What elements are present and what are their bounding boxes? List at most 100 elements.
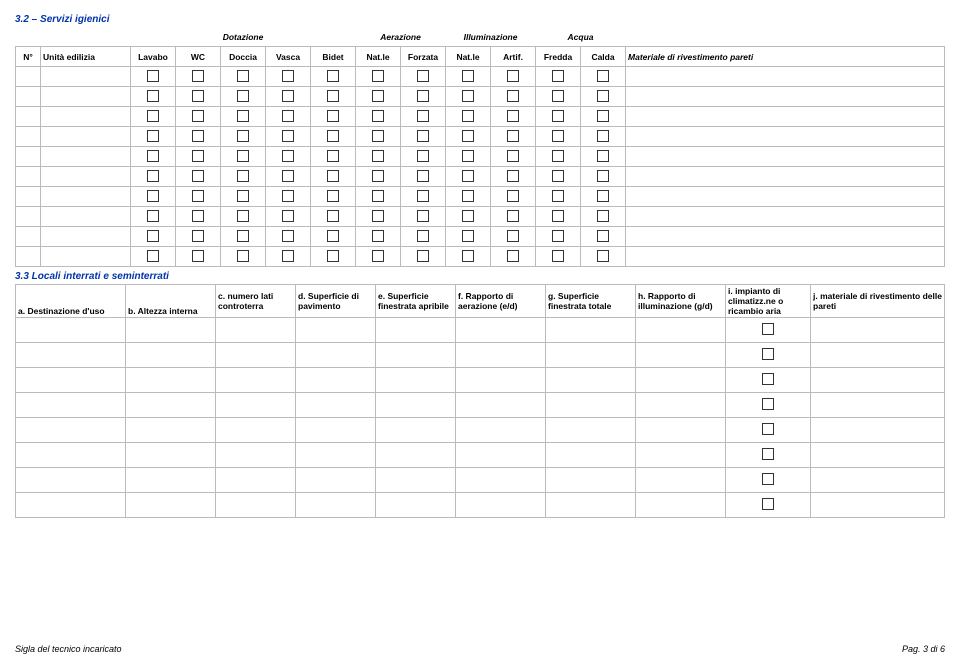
checkbox[interactable] <box>462 110 474 122</box>
checkbox[interactable] <box>327 130 339 142</box>
checkbox[interactable] <box>462 190 474 202</box>
checkbox[interactable] <box>372 190 384 202</box>
checkbox[interactable] <box>237 90 249 102</box>
checkbox[interactable] <box>507 230 519 242</box>
checkbox[interactable] <box>597 170 609 182</box>
checkbox[interactable] <box>507 130 519 142</box>
checkbox[interactable] <box>237 130 249 142</box>
checkbox[interactable] <box>507 90 519 102</box>
checkbox[interactable] <box>417 230 429 242</box>
checkbox[interactable] <box>597 190 609 202</box>
checkbox[interactable] <box>237 70 249 82</box>
checkbox[interactable] <box>597 230 609 242</box>
checkbox[interactable] <box>762 373 774 385</box>
checkbox[interactable] <box>762 423 774 435</box>
checkbox[interactable] <box>237 190 249 202</box>
checkbox[interactable] <box>147 210 159 222</box>
checkbox[interactable] <box>462 130 474 142</box>
checkbox[interactable] <box>192 130 204 142</box>
checkbox[interactable] <box>552 170 564 182</box>
checkbox[interactable] <box>762 348 774 360</box>
checkbox[interactable] <box>327 170 339 182</box>
checkbox[interactable] <box>282 130 294 142</box>
checkbox[interactable] <box>192 250 204 262</box>
checkbox[interactable] <box>762 473 774 485</box>
checkbox[interactable] <box>597 130 609 142</box>
checkbox[interactable] <box>372 70 384 82</box>
checkbox[interactable] <box>507 190 519 202</box>
checkbox[interactable] <box>372 150 384 162</box>
checkbox[interactable] <box>192 70 204 82</box>
checkbox[interactable] <box>372 130 384 142</box>
checkbox[interactable] <box>462 90 474 102</box>
checkbox[interactable] <box>762 498 774 510</box>
checkbox[interactable] <box>327 150 339 162</box>
checkbox[interactable] <box>507 250 519 262</box>
checkbox[interactable] <box>237 150 249 162</box>
checkbox[interactable] <box>192 170 204 182</box>
checkbox[interactable] <box>597 210 609 222</box>
checkbox[interactable] <box>282 70 294 82</box>
checkbox[interactable] <box>192 190 204 202</box>
checkbox[interactable] <box>762 398 774 410</box>
checkbox[interactable] <box>147 230 159 242</box>
checkbox[interactable] <box>552 90 564 102</box>
checkbox[interactable] <box>372 230 384 242</box>
checkbox[interactable] <box>507 170 519 182</box>
checkbox[interactable] <box>282 230 294 242</box>
checkbox[interactable] <box>327 250 339 262</box>
checkbox[interactable] <box>552 230 564 242</box>
checkbox[interactable] <box>552 250 564 262</box>
checkbox[interactable] <box>417 170 429 182</box>
checkbox[interactable] <box>552 190 564 202</box>
checkbox[interactable] <box>282 190 294 202</box>
checkbox[interactable] <box>507 110 519 122</box>
checkbox[interactable] <box>147 170 159 182</box>
checkbox[interactable] <box>417 70 429 82</box>
checkbox[interactable] <box>462 70 474 82</box>
checkbox[interactable] <box>192 150 204 162</box>
checkbox[interactable] <box>597 90 609 102</box>
checkbox[interactable] <box>507 70 519 82</box>
checkbox[interactable] <box>417 110 429 122</box>
checkbox[interactable] <box>327 230 339 242</box>
checkbox[interactable] <box>597 110 609 122</box>
checkbox[interactable] <box>147 130 159 142</box>
checkbox[interactable] <box>192 90 204 102</box>
checkbox[interactable] <box>237 250 249 262</box>
checkbox[interactable] <box>507 210 519 222</box>
checkbox[interactable] <box>327 190 339 202</box>
checkbox[interactable] <box>552 210 564 222</box>
checkbox[interactable] <box>372 250 384 262</box>
checkbox[interactable] <box>462 250 474 262</box>
checkbox[interactable] <box>417 150 429 162</box>
checkbox[interactable] <box>147 150 159 162</box>
checkbox[interactable] <box>372 110 384 122</box>
checkbox[interactable] <box>552 110 564 122</box>
checkbox[interactable] <box>147 70 159 82</box>
checkbox[interactable] <box>147 190 159 202</box>
checkbox[interactable] <box>597 250 609 262</box>
checkbox[interactable] <box>417 90 429 102</box>
checkbox[interactable] <box>597 70 609 82</box>
checkbox[interactable] <box>462 210 474 222</box>
checkbox[interactable] <box>192 110 204 122</box>
checkbox[interactable] <box>192 230 204 242</box>
checkbox[interactable] <box>507 150 519 162</box>
checkbox[interactable] <box>372 210 384 222</box>
checkbox[interactable] <box>552 70 564 82</box>
checkbox[interactable] <box>462 150 474 162</box>
checkbox[interactable] <box>147 90 159 102</box>
checkbox[interactable] <box>282 90 294 102</box>
checkbox[interactable] <box>237 230 249 242</box>
checkbox[interactable] <box>762 448 774 460</box>
checkbox[interactable] <box>282 150 294 162</box>
checkbox[interactable] <box>462 230 474 242</box>
checkbox[interactable] <box>147 110 159 122</box>
checkbox[interactable] <box>282 210 294 222</box>
checkbox[interactable] <box>417 130 429 142</box>
checkbox[interactable] <box>282 110 294 122</box>
checkbox[interactable] <box>417 190 429 202</box>
checkbox[interactable] <box>282 250 294 262</box>
checkbox[interactable] <box>372 170 384 182</box>
